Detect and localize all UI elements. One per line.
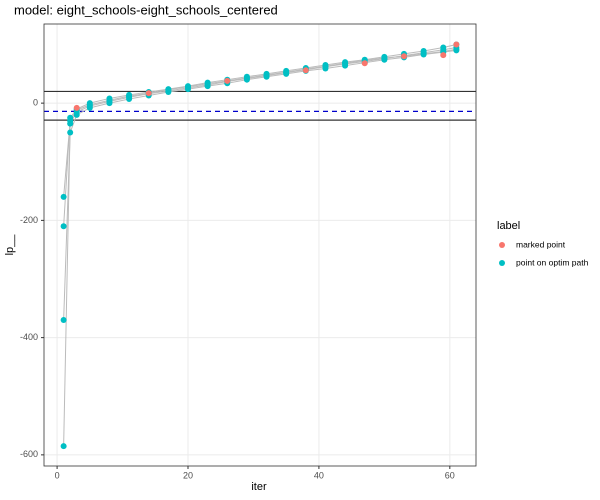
legend-label: point on optim path — [516, 257, 589, 267]
marked-point — [224, 77, 231, 84]
legend-swatch — [499, 260, 505, 266]
marked-point — [73, 104, 80, 111]
optim-point — [342, 60, 349, 67]
optim-point — [60, 317, 67, 324]
optim-point — [60, 193, 67, 200]
x-tick-label: 40 — [314, 470, 324, 480]
optim-point — [243, 74, 250, 81]
optim-point — [73, 111, 80, 118]
x-axis-label: iter — [251, 481, 267, 493]
optim-point — [420, 50, 427, 57]
panel-border — [43, 23, 477, 467]
y-tick-label: -400 — [20, 332, 38, 342]
optim-point — [126, 93, 133, 100]
optim-point — [165, 86, 172, 93]
panel — [44, 24, 476, 466]
optim-point — [453, 46, 460, 53]
x-tick-label: 60 — [445, 470, 455, 480]
optim-point — [263, 72, 270, 78]
marked-point — [440, 52, 447, 59]
optim-point — [67, 117, 74, 124]
optim-point — [60, 443, 67, 450]
optim-point — [204, 80, 211, 87]
legend-swatch — [499, 242, 505, 248]
optim-point — [106, 97, 113, 104]
optim-point — [86, 101, 93, 108]
marked-point — [401, 53, 407, 60]
y-axis-label: lp__ — [4, 234, 16, 256]
marked-point — [361, 60, 368, 67]
optim-point — [322, 63, 329, 70]
marked-point — [453, 41, 460, 48]
chart-title: model: eight_schools-eight_schools_cente… — [14, 2, 278, 17]
marked-point — [145, 90, 152, 97]
marked-point — [302, 67, 309, 74]
optim-point — [67, 129, 74, 136]
optim-point — [440, 44, 447, 51]
optim-point — [283, 69, 290, 76]
x-tick-label: 0 — [55, 470, 60, 480]
optim-point — [185, 83, 191, 90]
x-tick-label: 20 — [183, 470, 193, 480]
legend-title: label — [497, 220, 520, 232]
y-tick-label: -600 — [20, 449, 38, 459]
y-tick-label: -200 — [20, 215, 38, 225]
optim-point — [381, 55, 388, 61]
legend-label: marked point — [516, 239, 566, 249]
optim-point — [60, 223, 67, 230]
y-tick-label: 0 — [33, 98, 38, 108]
